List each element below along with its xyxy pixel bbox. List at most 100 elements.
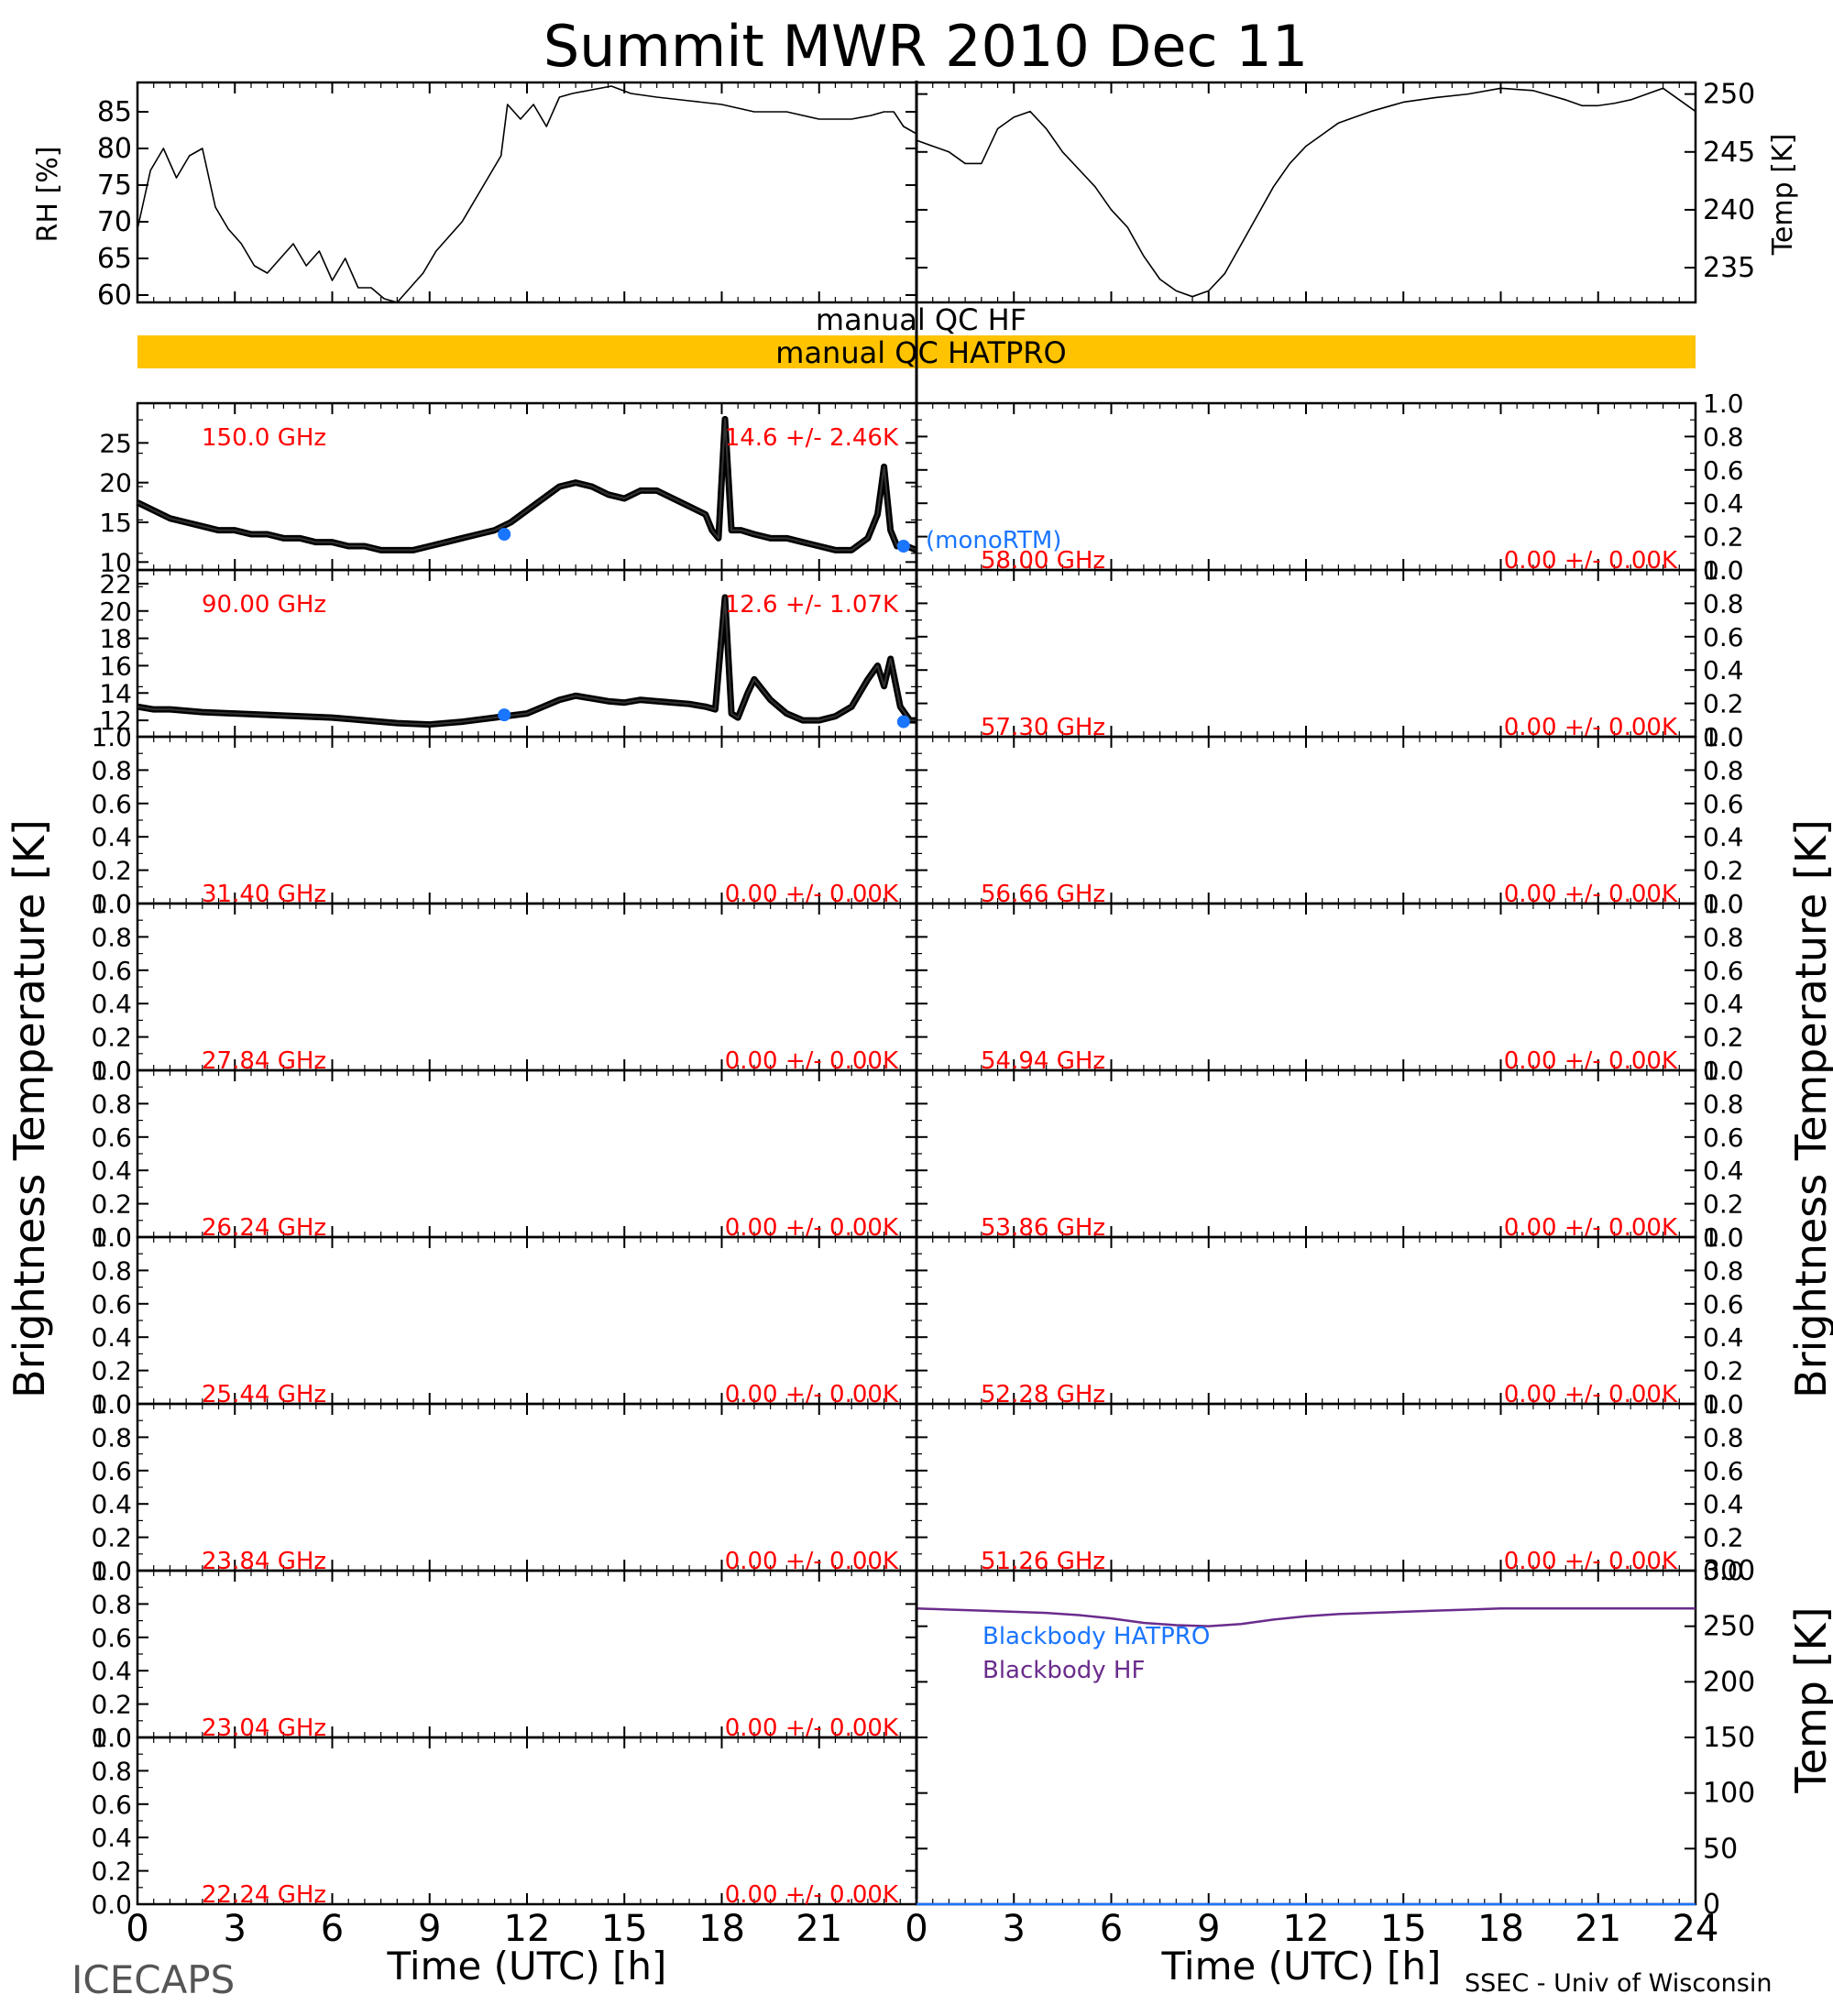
y-tick-label: 16 <box>99 651 132 681</box>
y-tick-label: 0.4 <box>91 1823 132 1853</box>
qc-hatpro-label-left: manual QC HATPRO <box>775 335 1066 370</box>
y-tick-label: 1.0 <box>91 1723 132 1753</box>
stat-label-tb_150: 14.6 +/- 2.46K <box>725 424 899 452</box>
y-tick-label: 0.0 <box>91 1222 132 1253</box>
y-tick-label: 235 <box>1703 252 1755 284</box>
y-tick-label: 0.2 <box>91 1023 132 1053</box>
y-tick-label: 0.8 <box>91 1756 132 1786</box>
series-line-core-tb_150 <box>137 418 917 552</box>
y-tick-label: 0.2 <box>1703 856 1744 886</box>
y-tick-label: 0.4 <box>1703 1489 1744 1519</box>
y-tick-label: 20 <box>99 468 132 499</box>
panel-frame-tb_23.04 <box>136 1569 918 1739</box>
y-tick-label: 0 <box>1703 1889 1720 1921</box>
x-tick-label-right: 24 <box>1673 1908 1719 1950</box>
y-tick-label: 245 <box>1703 137 1755 169</box>
y-tick-label: 0.6 <box>1703 956 1744 986</box>
y-tick-label: 0.8 <box>1703 1255 1744 1286</box>
y-tick-label: 0.6 <box>1703 1123 1744 1153</box>
y-tick-label: 0.2 <box>91 1356 132 1386</box>
y-tick-label: 0.8 <box>1703 422 1744 452</box>
legend: (monoRTM) Blackbody HATPRO Blackbody HF <box>926 527 1210 1684</box>
panel-frame-tb_31.40 <box>136 735 918 905</box>
y-tick-label: 0.4 <box>91 989 132 1019</box>
x-tick-label-right: 15 <box>1380 1908 1427 1950</box>
y-tick-label: 0.2 <box>91 1523 132 1553</box>
y-tick-label: 0.8 <box>1703 922 1744 952</box>
y-tick-label: 0.6 <box>1703 1289 1744 1320</box>
y-tick-label: 0.2 <box>91 1857 132 1887</box>
freq-label-tb_150: 150.0 GHz <box>202 424 326 452</box>
x-tick-label-left: 6 <box>321 1908 344 1950</box>
y-tick-label: 0.8 <box>91 1255 132 1286</box>
y-tick-label: 1.0 <box>1703 1389 1744 1419</box>
y-tick-label: 0.0 <box>1703 1389 1744 1419</box>
y-tick-label: 0.0 <box>1703 1556 1744 1586</box>
panel-frame-tb_22.24 <box>136 1736 918 1906</box>
y-tick-label: 0.6 <box>1703 1456 1744 1486</box>
y-tick-label: 1.0 <box>1703 1056 1744 1086</box>
y-tick-label: 18 <box>99 624 132 654</box>
y-tick-label: 0.4 <box>1703 822 1744 852</box>
model-point <box>498 528 511 541</box>
freq-label-tb_22.24: 22.24 GHz <box>202 1881 326 1909</box>
y-tick-label: 12 <box>99 706 132 736</box>
y-tick-label: 1.0 <box>91 722 132 752</box>
y-tick-label: 0.6 <box>91 1123 132 1153</box>
y-tick-label: 0.0 <box>91 1389 132 1419</box>
y-tick-label: 0.2 <box>91 1189 132 1220</box>
y-tick-label: 0.2 <box>91 1690 132 1720</box>
y-tick-label: 1.0 <box>1703 889 1744 919</box>
footer-right: SSEC - Univ of Wisconsin <box>1465 1969 1772 1998</box>
y-tick-label: 0.0 <box>1703 1222 1744 1253</box>
x-tick-label-right: 6 <box>1100 1908 1123 1950</box>
panel-frame-tb_52.28 <box>915 1235 1697 1406</box>
y-tick-label: 240 <box>1703 194 1755 226</box>
temp-bottom-ylabel: Temp [K] <box>1786 1606 1833 1793</box>
model-point <box>896 540 910 553</box>
y-tick-label: 0.4 <box>91 1656 132 1686</box>
y-tick-label: 50 <box>1703 1833 1738 1865</box>
y-tick-label: 0.4 <box>1703 488 1744 519</box>
y-tick-label: 0.2 <box>91 856 132 886</box>
series-line-blackbody-hf <box>916 1607 1696 1627</box>
panel-frame-tb_23.84 <box>136 1402 918 1572</box>
legend-bb-hf: Blackbody HF <box>982 1657 1145 1684</box>
x-tick-label-right: 18 <box>1477 1908 1524 1950</box>
y-tick-label: 1.0 <box>1703 389 1744 419</box>
y-tick-label: 200 <box>1703 1666 1755 1698</box>
y-tick-label: 0.2 <box>1703 689 1744 719</box>
freq-label-tb_90: 90.00 GHz <box>202 591 326 619</box>
series-line-core-tb_90 <box>137 596 916 726</box>
y-tick-label: 0.4 <box>1703 1322 1744 1353</box>
y-tick-label: 0.4 <box>91 822 132 852</box>
y-tick-label: 0.6 <box>91 1790 132 1820</box>
y-tick-label: 0.4 <box>91 1489 132 1519</box>
y-tick-label: 0.0 <box>91 889 132 919</box>
x-tick-label-right: 3 <box>1003 1908 1026 1950</box>
y-tick-label: 100 <box>1703 1778 1755 1810</box>
series-line-rh <box>137 85 917 303</box>
y-tick-label: 1.0 <box>91 1389 132 1419</box>
y-tick-label: 15 <box>99 508 132 538</box>
y-tick-label: 1.0 <box>1703 722 1744 752</box>
xlabel-left: Time (UTC) [h] <box>387 1944 667 1989</box>
panel-frame-tb_26.24 <box>136 1068 918 1239</box>
y-tick-label: 0.4 <box>91 1322 132 1353</box>
y-tick-label: 0.0 <box>91 1056 132 1086</box>
y-tick-label: 1.0 <box>1703 1222 1744 1253</box>
y-tick-label: 0.8 <box>91 1422 132 1452</box>
panel-frame-tb_25.44 <box>136 1235 918 1406</box>
y-tick-label: 0.0 <box>1703 1056 1744 1086</box>
x-tick-labels: 0 3 6 9 12 15 18 21 0 3 6 9 12 15 18 21 24 <box>126 1908 1718 1950</box>
x-tick-label-left: 0 <box>126 1908 148 1950</box>
tb-right-ylabel: Brightness Temperature [K] <box>1786 819 1833 1398</box>
x-tick-label-right: 9 <box>1197 1908 1220 1950</box>
stat-label-tb_22.24: 0.00 +/- 0.00K <box>725 1881 899 1909</box>
y-tick-label: 80 <box>97 133 132 165</box>
legend-bb-hatpro: Blackbody HATPRO <box>982 1623 1210 1650</box>
chart-title: Summit MWR 2010 Dec 11 <box>543 13 1308 80</box>
y-tick-label: 300 <box>1703 1555 1755 1587</box>
y-tick-label: 0.4 <box>91 1156 132 1186</box>
y-tick-label: 250 <box>1703 79 1755 111</box>
